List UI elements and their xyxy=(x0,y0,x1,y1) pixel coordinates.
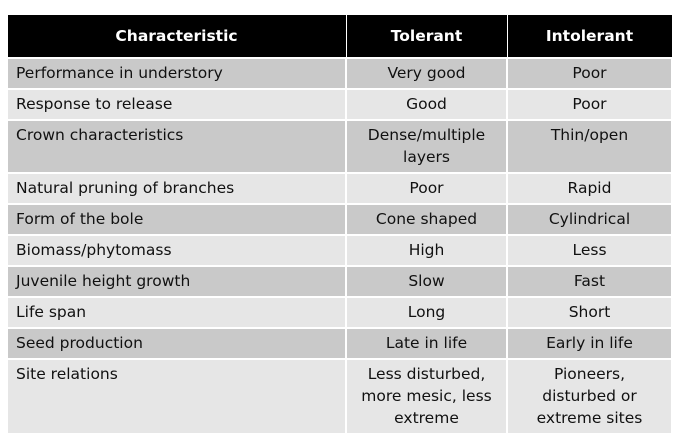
cell: Early in life xyxy=(506,327,673,360)
table-row: Crown characteristics Dense/multiple laye… xyxy=(6,119,673,174)
cell: Pioneers, disturbed or extreme sites xyxy=(506,358,673,435)
comparison-table: Characteristic Tolerant Intolerant Perform… xyxy=(6,14,673,435)
row-label: Crown characteristics xyxy=(6,119,347,174)
cell: Late in life xyxy=(345,327,508,360)
cell: Short xyxy=(506,296,673,329)
table-row: Life span Long Short xyxy=(6,296,673,329)
cell: Slow xyxy=(345,265,508,298)
table-row: Biomass/phytomass High Less xyxy=(6,234,673,267)
header-cell: Characteristic xyxy=(6,14,347,59)
table-row: Seed production Late in life Early in life xyxy=(6,327,673,360)
table-row: Site relations Less disturbed, more mesic… xyxy=(6,358,673,435)
cell: Good xyxy=(345,88,508,121)
cell: Poor xyxy=(506,88,673,121)
row-label: Site relations xyxy=(6,358,347,435)
cell: Cylindrical xyxy=(506,203,673,236)
cell: Thin/open xyxy=(506,119,673,174)
cell: Poor xyxy=(506,57,673,90)
table-row: Response to release Good Poor xyxy=(6,88,673,121)
cell: Rapid xyxy=(506,172,673,205)
row-label: Performance in understory xyxy=(6,57,347,90)
cell: Less disturbed, more mesic, less extreme xyxy=(345,358,508,435)
cell: Long xyxy=(345,296,508,329)
cell: Poor xyxy=(345,172,508,205)
cell: Dense/multiple layers xyxy=(345,119,508,174)
header-cell: Intolerant xyxy=(506,14,673,59)
table-row: Form of the bole Cone shaped Cylindrical xyxy=(6,203,673,236)
table-row: Juvenile height growth Slow Fast xyxy=(6,265,673,298)
row-label: Seed production xyxy=(6,327,347,360)
table-row: Performance in understory Very good Poor xyxy=(6,57,673,90)
row-label: Form of the bole xyxy=(6,203,347,236)
cell: Less xyxy=(506,234,673,267)
row-label: Biomass/phytomass xyxy=(6,234,347,267)
row-label: Natural pruning of branches xyxy=(6,172,347,205)
table-row: Natural pruning of branches Poor Rapid xyxy=(6,172,673,205)
row-label: Juvenile height growth xyxy=(6,265,347,298)
header-cell: Tolerant xyxy=(345,14,508,59)
table-body: Performance in understory Very good Poor Re… xyxy=(6,57,673,435)
cell: Cone shaped xyxy=(345,203,508,236)
cell: Very good xyxy=(345,57,508,90)
header-row: Characteristic Tolerant Intolerant xyxy=(6,14,673,59)
row-label: Response to release xyxy=(6,88,347,121)
cell: High xyxy=(345,234,508,267)
cell: Fast xyxy=(506,265,673,298)
row-label: Life span xyxy=(6,296,347,329)
